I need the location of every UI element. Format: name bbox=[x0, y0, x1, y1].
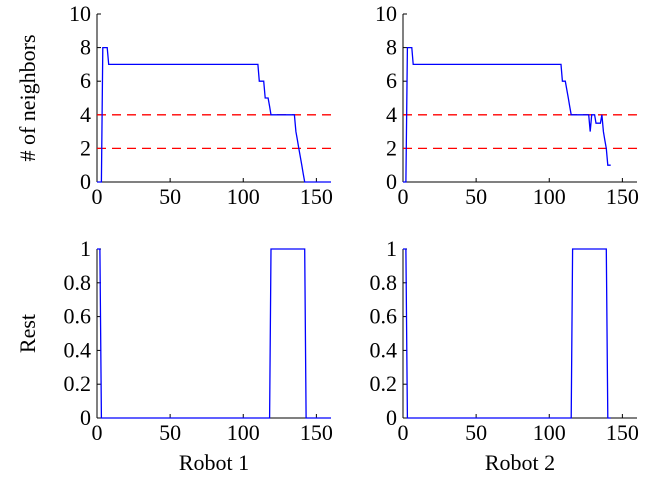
x-tick-label: 50 bbox=[465, 420, 487, 445]
y-tick-label: 10 bbox=[69, 1, 91, 26]
x-tick-label: 150 bbox=[606, 184, 639, 209]
x-tick-label: 0 bbox=[398, 420, 409, 445]
x-tick-label: 50 bbox=[159, 184, 181, 209]
y-tick-label: 2 bbox=[386, 135, 397, 160]
y-tick-label: 0.6 bbox=[64, 304, 92, 329]
series-line bbox=[97, 248, 331, 419]
x-tick-label: 50 bbox=[465, 184, 487, 209]
x-tick-label: 0 bbox=[92, 420, 103, 445]
x-axis-label: Robot 1 bbox=[179, 450, 249, 475]
y-axis-label: Rest bbox=[15, 314, 40, 353]
y-tick-label: 0 bbox=[386, 405, 397, 430]
x-tick-label: 0 bbox=[92, 184, 103, 209]
y-tick-label: 0.4 bbox=[370, 337, 398, 362]
y-tick-label: 8 bbox=[80, 35, 91, 60]
x-axis-label: Robot 2 bbox=[485, 450, 555, 475]
x-tick-label: 150 bbox=[606, 420, 639, 445]
y-tick-label: 0.8 bbox=[370, 270, 398, 295]
y-tick-label: 0 bbox=[80, 405, 91, 430]
y-tick-label: 0.2 bbox=[64, 371, 92, 396]
y-tick-label: 1 bbox=[386, 236, 397, 261]
y-tick-label: 0.4 bbox=[64, 337, 92, 362]
series-line bbox=[97, 46, 331, 183]
y-tick-label: 4 bbox=[80, 102, 91, 127]
x-tick-label: 100 bbox=[533, 184, 566, 209]
x-tick-label: 150 bbox=[300, 184, 333, 209]
x-tick-label: 100 bbox=[227, 420, 260, 445]
x-tick-label: 0 bbox=[398, 184, 409, 209]
x-tick-label: 50 bbox=[159, 420, 181, 445]
x-tick-label: 100 bbox=[533, 420, 566, 445]
y-tick-label: 1 bbox=[80, 236, 91, 261]
y-tick-label: 8 bbox=[386, 35, 397, 60]
y-tick-label: 0.6 bbox=[370, 304, 398, 329]
series-line bbox=[403, 46, 611, 183]
y-tick-label: 0.2 bbox=[370, 371, 398, 396]
y-tick-label: 0 bbox=[386, 169, 397, 194]
y-tick-label: 10 bbox=[375, 1, 397, 26]
x-tick-label: 150 bbox=[300, 420, 333, 445]
y-tick-label: 4 bbox=[386, 102, 397, 127]
y-tick-label: 6 bbox=[80, 68, 91, 93]
y-tick-label: 0.8 bbox=[64, 270, 92, 295]
y-tick-label: 2 bbox=[80, 135, 91, 160]
y-tick-label: 6 bbox=[386, 68, 397, 93]
y-axis-label: # of neighbors bbox=[15, 34, 40, 161]
series-line bbox=[403, 248, 611, 419]
y-tick-label: 0 bbox=[80, 169, 91, 194]
x-tick-label: 100 bbox=[227, 184, 260, 209]
